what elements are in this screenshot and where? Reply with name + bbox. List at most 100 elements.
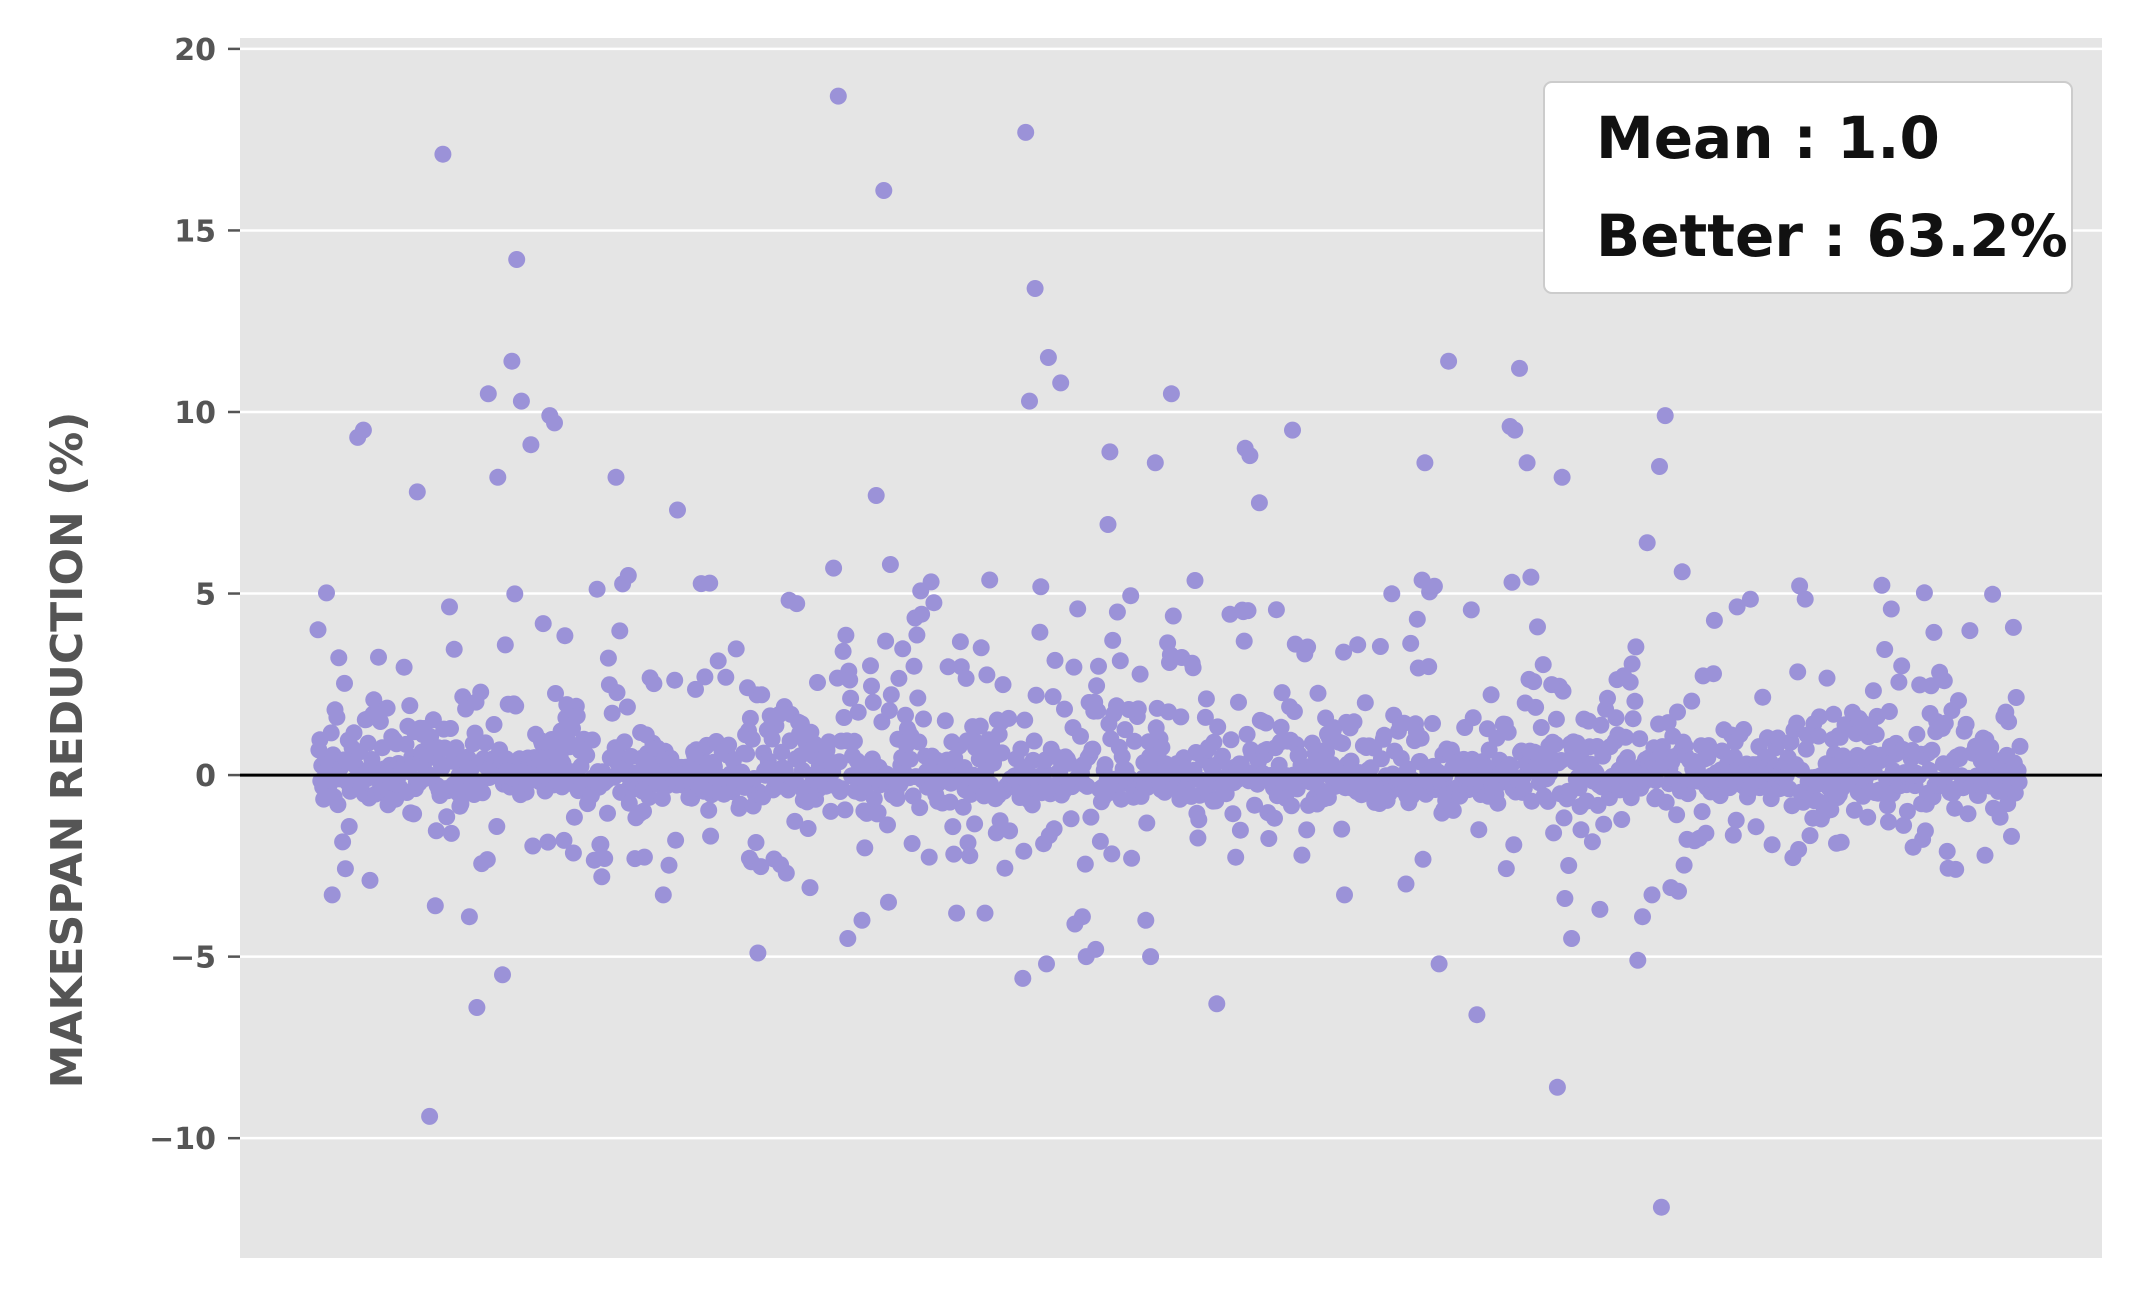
data-point [911, 799, 929, 817]
data-point [1257, 714, 1275, 732]
data-point [653, 789, 671, 807]
data-point [1082, 808, 1100, 826]
data-point [749, 944, 767, 962]
data-point [1444, 801, 1462, 819]
data-point [1547, 710, 1565, 728]
data-point [1012, 740, 1030, 758]
data-point [607, 468, 625, 486]
data-point [474, 784, 492, 802]
data-point [669, 501, 686, 519]
data-point [568, 707, 586, 725]
data-point [1880, 703, 1898, 720]
data-point [835, 709, 853, 726]
y-tick-label: −5 [170, 941, 216, 976]
data-point [556, 627, 574, 645]
data-point [1196, 708, 1214, 726]
data-point [555, 831, 573, 849]
data-point [1241, 447, 1259, 465]
data-point [1529, 618, 1546, 636]
data-point [1333, 820, 1351, 838]
data-point [1162, 385, 1180, 403]
data-point [1950, 692, 1967, 710]
data-point [539, 833, 557, 851]
data-point [1592, 716, 1610, 734]
data-point [1728, 598, 1746, 616]
data-point [829, 87, 847, 105]
data-point [1735, 721, 1753, 738]
data-point [1025, 732, 1043, 750]
data-point [2004, 618, 2022, 636]
data-point [1356, 694, 1374, 712]
data-point [1705, 611, 1723, 629]
data-point [1285, 703, 1303, 720]
data-point [1299, 638, 1317, 656]
data-point [1916, 822, 1934, 840]
data-point [1088, 677, 1106, 695]
data-point [1809, 792, 1826, 810]
data-point [1164, 607, 1182, 625]
data-point [1489, 794, 1507, 812]
data-point [1595, 815, 1613, 833]
data-point [442, 824, 460, 842]
data-point [1153, 739, 1171, 756]
data-point [599, 804, 616, 822]
data-point [1334, 735, 1352, 752]
data-point [489, 468, 507, 486]
data-point [1563, 930, 1581, 947]
data-point [888, 789, 906, 807]
data-point [1890, 673, 1908, 691]
data-point [1267, 601, 1285, 619]
data-point [1172, 708, 1190, 726]
data-point [1693, 803, 1711, 821]
data-point [925, 594, 943, 612]
data-point [1250, 494, 1268, 512]
data-point [328, 708, 346, 726]
data-point [1515, 779, 1533, 797]
data-point [1430, 955, 1448, 973]
data-point [1626, 692, 1644, 710]
data-point [1518, 454, 1536, 472]
data-point [1231, 821, 1249, 839]
data-point [322, 724, 340, 742]
data-point [863, 677, 880, 695]
data-point [1797, 740, 1815, 758]
data-point [611, 622, 629, 640]
data-point [702, 827, 720, 845]
data-point [1397, 875, 1415, 893]
data-point [370, 648, 387, 666]
data-point [426, 897, 444, 915]
data-point [524, 837, 542, 855]
y-tick-label: 10 [174, 396, 216, 431]
data-point [1345, 713, 1363, 731]
data-point [1873, 576, 1891, 594]
data-point [752, 858, 770, 876]
data-point [603, 704, 621, 722]
data-point [936, 712, 954, 730]
data-point [1545, 824, 1563, 842]
data-point [1938, 842, 1956, 860]
data-point [836, 801, 854, 819]
data-point [1224, 805, 1242, 823]
data-point [596, 850, 614, 867]
data-point [522, 436, 540, 454]
data-point [1260, 830, 1278, 847]
data-point [592, 835, 610, 853]
data-point [619, 567, 637, 584]
data-point [1882, 600, 1900, 618]
data-point [395, 658, 413, 676]
data-point [1511, 359, 1528, 377]
data-point [564, 844, 582, 862]
data-point [1111, 652, 1129, 670]
data-point [666, 671, 684, 689]
data-point [588, 580, 606, 598]
data-point [318, 584, 335, 602]
data-point [1552, 752, 1570, 769]
data-point [1372, 750, 1390, 768]
data-point [1936, 714, 1954, 732]
data-point [1424, 715, 1441, 732]
data-point [1547, 735, 1564, 753]
data-point [915, 710, 932, 728]
data-points [309, 87, 2029, 1216]
data-point [361, 871, 379, 889]
data-point [635, 802, 652, 820]
